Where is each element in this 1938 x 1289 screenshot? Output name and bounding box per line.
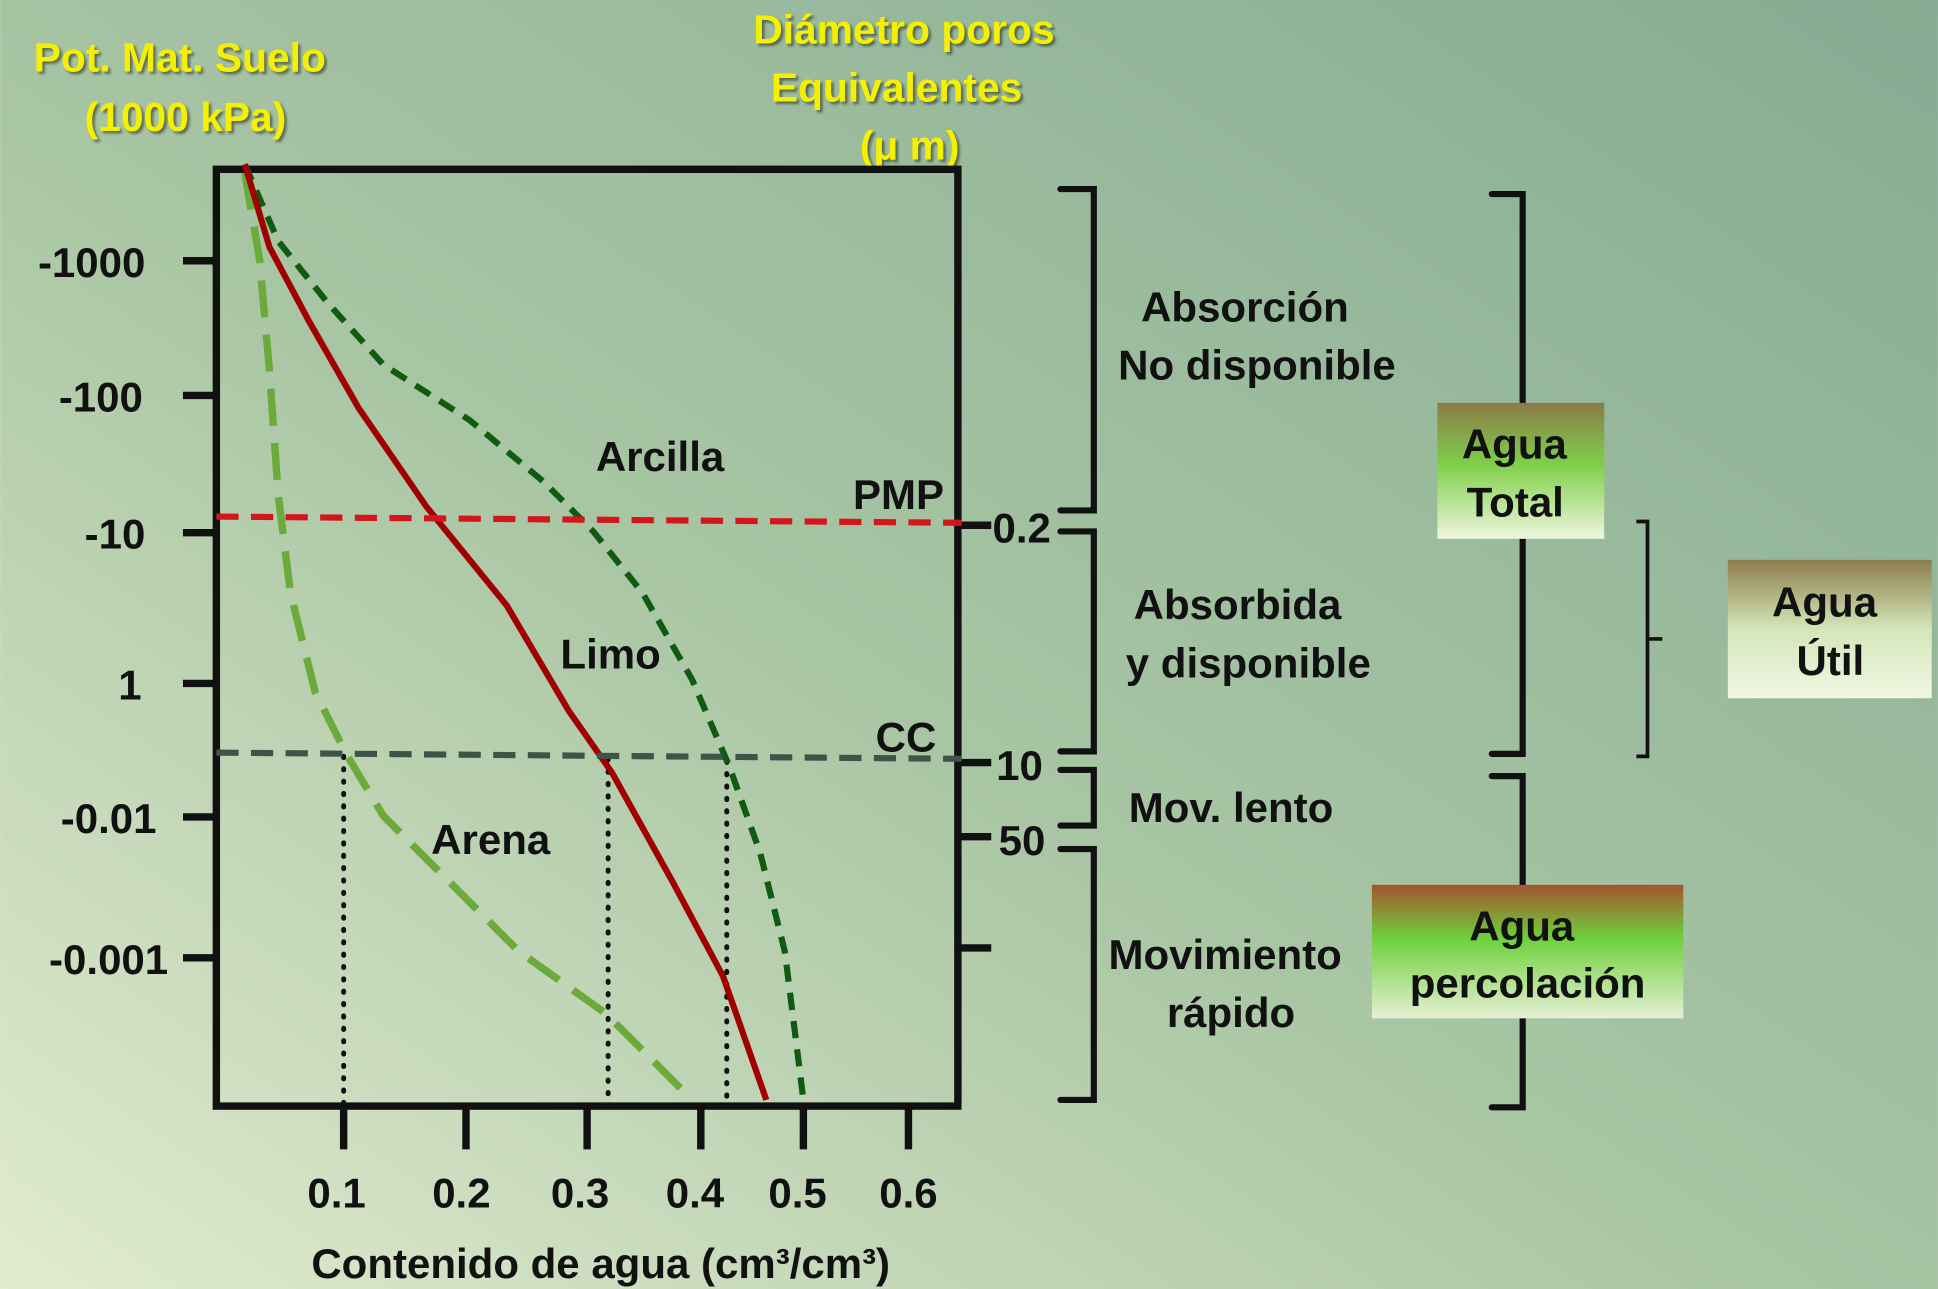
- y-tick-label: 1: [118, 661, 141, 708]
- zone-line: rápido: [1167, 989, 1295, 1036]
- title-line: (μ m): [860, 122, 960, 168]
- zone-bracket: [1057, 185, 1097, 1104]
- y-tick-label: -0.001: [49, 936, 168, 983]
- box-label: Agua Total: [1462, 421, 1579, 526]
- y-tick-label: -100: [59, 374, 143, 421]
- zone-line: Absorción: [1141, 283, 1349, 330]
- zone-label: Movimiento rápido: [1108, 931, 1353, 1036]
- box: [1437, 402, 1605, 539]
- curve-label: Arena: [431, 816, 551, 863]
- x-tick-label: 0.6: [879, 1169, 937, 1216]
- pore-tick-labels: 0.2 10 50: [992, 505, 1062, 865]
- box-line: Agua: [1772, 579, 1878, 626]
- x-tick-label: 0.5: [768, 1169, 826, 1216]
- zone-label: Absorbida y disponible: [1126, 581, 1371, 686]
- curve-label: Arcilla: [596, 433, 725, 480]
- title-line: Diámetro poros: [753, 6, 1054, 52]
- y-tick-labels: -1000 -100 -10 1 -0.01 -0.001: [38, 239, 168, 983]
- useful-bracket: [1636, 519, 1663, 759]
- clay-curve: [241, 163, 807, 1101]
- x-tick-labels: 0.1 0.2 0.3 0.4 0.5 0.6: [307, 1169, 937, 1216]
- x-tick-label: 0.2: [432, 1169, 490, 1216]
- pore-tick-label: 10: [996, 742, 1043, 789]
- curve-label: Limo: [560, 631, 660, 678]
- curve-label: CC: [876, 713, 937, 760]
- box-line: percolación: [1410, 959, 1646, 1006]
- zone-label: Absorción No disponible: [1118, 283, 1396, 388]
- box-label: Agua Útil: [1772, 579, 1889, 684]
- title-line: Pot. Mat. Suelo: [34, 35, 326, 81]
- box-label: Agua percolación: [1410, 902, 1646, 1006]
- box: [1727, 559, 1932, 699]
- field-capacity-line: [216, 749, 962, 762]
- pore-tick-label: 50: [999, 817, 1046, 864]
- title-line: (1000 kPa): [85, 94, 287, 140]
- x-tick-label: 0.4: [666, 1169, 725, 1216]
- zone-line: Movimiento: [1108, 931, 1341, 978]
- box-line: Agua: [1462, 421, 1568, 468]
- zone-label: Mov. lento: [1129, 784, 1334, 831]
- y-tick-label: -10: [85, 511, 146, 558]
- y-tick-label: -1000: [38, 239, 145, 286]
- box-line: Útil: [1797, 636, 1865, 684]
- zone-line: y disponible: [1126, 639, 1371, 686]
- curve-label: PMP: [853, 471, 944, 518]
- y-tick-label: -0.01: [61, 795, 157, 842]
- left-axis-title: Pot. Mat. Suelo (1000 kPa): [34, 35, 338, 140]
- sand-curve: [241, 172, 695, 1103]
- zone-line: Absorbida: [1134, 581, 1342, 628]
- silt-curve: [241, 163, 770, 1101]
- x-tick-label: 0.1: [307, 1169, 365, 1216]
- right-axis-title: Diámetro poros Equivalentes (μ m): [753, 6, 1066, 168]
- zone-line: No disponible: [1118, 341, 1396, 388]
- x-axis-title: Contenido de agua (cm³/cm³): [311, 1240, 890, 1287]
- title-line: Equivalentes: [771, 64, 1022, 110]
- drop-lines: [341, 753, 730, 1109]
- x-tick-label: 0.3: [551, 1169, 609, 1216]
- ticks: [182, 257, 992, 1150]
- zone-line: Mov. lento: [1129, 784, 1334, 831]
- wilting-point-line: [216, 513, 962, 526]
- box-line: Agua: [1469, 902, 1575, 949]
- box-line: Total: [1467, 479, 1564, 526]
- pore-tick-label: 0.2: [992, 505, 1050, 552]
- box: [1371, 884, 1684, 1019]
